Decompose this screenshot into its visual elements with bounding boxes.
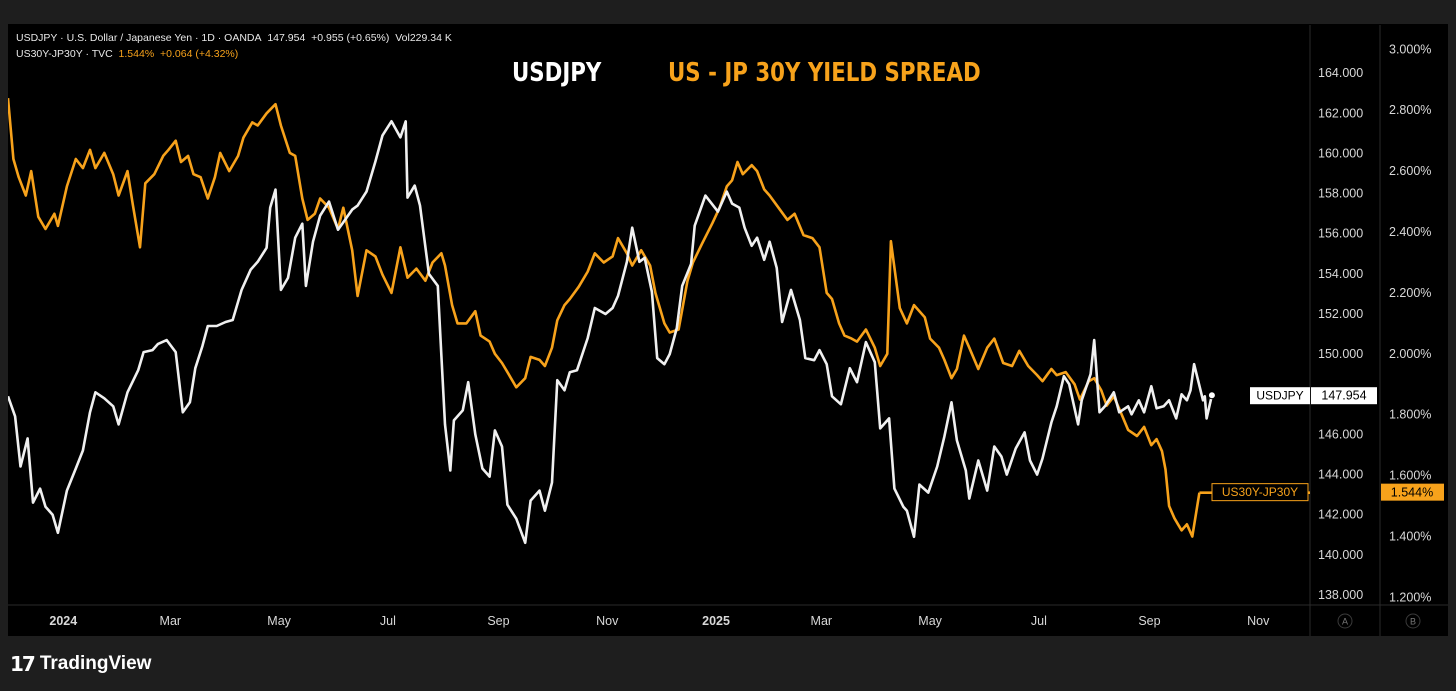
time-axis-label: Jul [380,614,396,628]
usdjpy-series-line [8,120,1214,545]
usdjpy-value-label: 147.954 [1321,389,1366,403]
spread-value-label: 1.544% [1391,486,1433,500]
legend-usdjpy-value: 147.954 [267,32,306,44]
usdjpy-last-point [1207,391,1216,400]
auto-scale-b-button-label: B [1410,617,1416,627]
spread-axis-tick: 3.000% [1389,42,1431,56]
time-axis-label: 2024 [49,614,77,628]
time-axis-label: Mar [811,614,833,628]
spread-axis-tick: 1.800% [1389,408,1431,422]
time-axis-label: Sep [487,614,509,628]
spread-axis-tick: 1.400% [1389,529,1431,543]
usdjpy-value-box [1311,387,1377,405]
legend-spread-symbol: US30Y-JP30Y · TVC [16,48,113,60]
spread-series-label: US30Y-JP30Y [1222,485,1298,499]
tradingview-logo-text: TradingView [39,653,152,674]
usdjpy-axis-tick: 138.000 [1318,588,1363,602]
legend-spread-value: 1.544% [118,48,155,60]
spread-series-label-box [1211,483,1309,502]
usdjpy-axis-tick: 146.000 [1318,427,1363,441]
usdjpy-axis-tick: 154.000 [1318,267,1363,281]
usdjpy-axis-tick: 156.000 [1318,227,1363,241]
auto-scale-a-button[interactable] [1337,613,1353,629]
spread-axis-tick: 2.600% [1389,164,1431,178]
legend-usdjpy-change: +0.955 (+0.65%) [311,32,390,44]
spread-axis-tick: 1.600% [1389,469,1431,483]
time-axis-label: May [267,614,291,628]
usdjpy-axis-tick: 144.000 [1318,468,1363,482]
title-yield-spread: US - JP 30Y YIELD SPREAD [668,58,981,88]
time-axis-label: Nov [596,614,619,628]
time-axis-label: Nov [1247,614,1270,628]
usdjpy-series-label-box [1250,387,1310,405]
auto-scale-a-button-label: A [1342,617,1348,627]
usdjpy-axis-tick: 158.000 [1318,187,1363,201]
chart-panel [8,24,1448,636]
time-axis-label: May [918,614,942,628]
usdjpy-axis-tick: 164.000 [1318,66,1363,80]
usdjpy-series-label: USDJPY [1256,389,1303,403]
spread-axis-tick: 1.200% [1389,590,1431,604]
legend-volume: Vol229.34 K [395,32,452,44]
auto-scale-b-button[interactable] [1405,613,1421,629]
usdjpy-axis-tick: 162.000 [1318,106,1363,120]
usdjpy-axis-tick: 160.000 [1318,146,1363,160]
legend-spread: US30Y-JP30Y · TVC 1.544% +0.064 (+4.32%) [16,48,238,60]
legend-usdjpy-symbol: USDJPY · U.S. Dollar / Japanese Yen · 1D… [16,32,262,44]
spread-axis-tick: 2.000% [1389,347,1431,361]
spread-axis-tick: 2.200% [1389,286,1431,300]
spread-axis-tick: 2.400% [1389,225,1431,239]
tradingview-logo-icon: 17 [10,652,36,676]
usdjpy-axis-tick: 142.000 [1318,508,1363,522]
usdjpy-axis-tick: 150.000 [1318,347,1363,361]
title-usdjpy: USDJPY [512,58,602,88]
tradingview-logo[interactable]: 17 TradingView [10,652,151,676]
spread-series-line [8,97,1201,538]
legend-spread-change: +0.064 (+4.32%) [160,48,239,60]
usdjpy-axis-tick: 152.000 [1318,307,1363,321]
usdjpy-axis-tick: 140.000 [1318,548,1363,562]
spread-axis-tick: 2.800% [1389,103,1431,117]
time-axis-label: Mar [160,614,182,628]
spread-value-box [1381,483,1444,501]
time-axis-label: Sep [1138,614,1160,628]
time-axis-label: 2025 [702,614,730,628]
legend-usdjpy: USDJPY · U.S. Dollar / Japanese Yen · 1D… [16,32,452,44]
time-axis-label: Jul [1031,614,1047,628]
